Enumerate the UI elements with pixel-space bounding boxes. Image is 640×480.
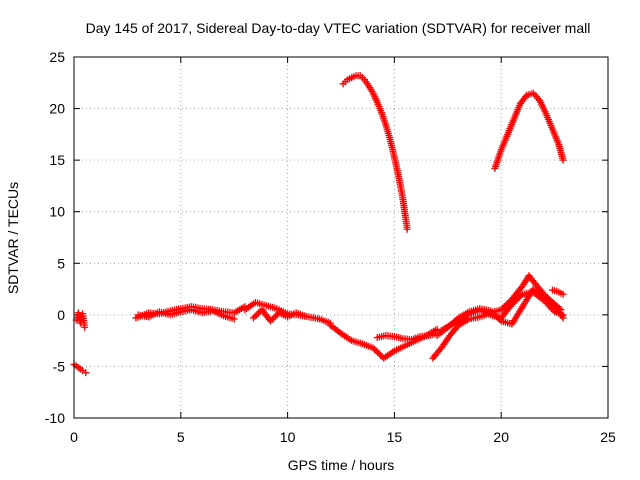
data-point [559,290,567,298]
data-point [541,298,549,306]
data-point [230,315,238,323]
y-tick-label: 5 [57,255,65,271]
data-point [546,303,554,311]
data-point [544,301,552,309]
data-point [403,225,411,233]
data-point [270,314,278,322]
data-point [559,311,567,319]
data-point [543,300,551,308]
y-tick-label: 25 [49,49,65,65]
grid-layer [74,57,608,418]
y-tick-label: 0 [57,307,65,323]
y-tick-label: -10 [45,410,65,426]
x-tick-label: 5 [177,429,185,445]
data-point [517,292,525,300]
x-tick-label: 0 [70,429,78,445]
data-point [301,312,309,320]
data-point [548,305,556,313]
x-axis-title: GPS time / hours [288,457,395,473]
x-tick-label: 20 [493,429,509,445]
y-tick-label: -5 [53,358,66,374]
data-point [559,156,567,164]
y-tick-label: 10 [49,204,65,220]
data-point [253,311,261,319]
plot-frame [73,56,609,419]
y-tick-label: 15 [49,152,65,168]
tick-layer: 0 5 10 15 20 25 -10 -5 0 5 10 15 20 25 [45,49,616,445]
x-tick-label: 15 [387,429,403,445]
x-tick-label: 10 [280,429,296,445]
data-point [81,323,89,331]
data-point [540,296,548,304]
data-point [249,314,257,322]
chart-title: Day 145 of 2017, Sidereal Day-to-day VTE… [86,20,591,36]
data-point [82,369,90,377]
y-axis-title: SDTVAR / TECUs [5,182,21,294]
data-point [251,312,259,320]
marker-layer [70,72,567,377]
data-point [549,306,557,314]
y-tick-label: 20 [49,101,65,117]
x-tick-label: 25 [600,429,616,445]
